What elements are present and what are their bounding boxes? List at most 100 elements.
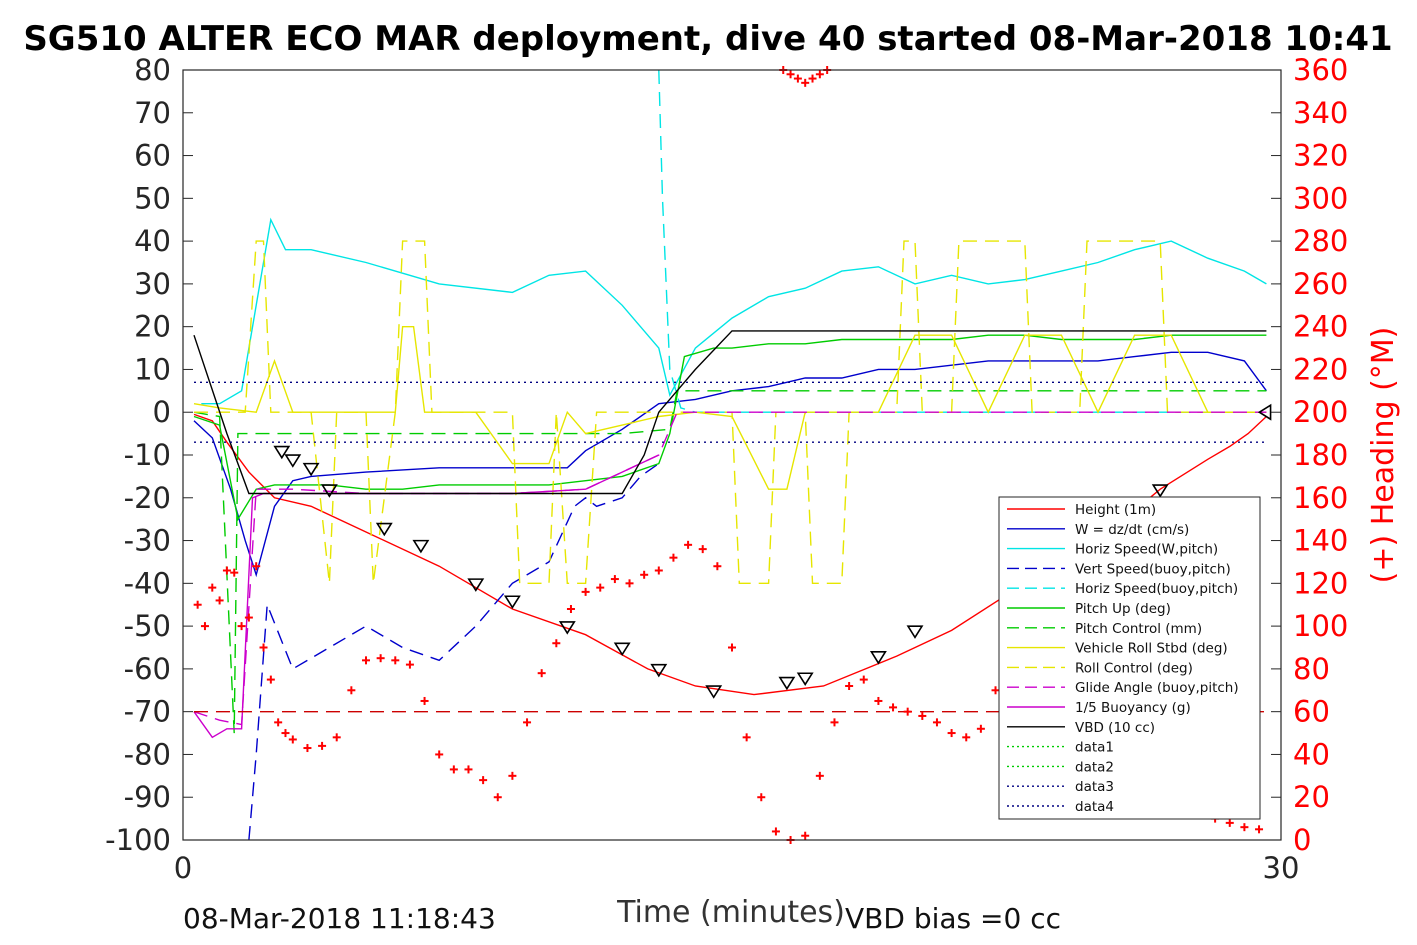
marker-triangle-down — [375, 522, 393, 537]
marker-triangle-down — [613, 642, 631, 657]
footer-start-time: 08-Mar-2018 11:18:43 — [183, 902, 496, 935]
series-line-vbd — [193, 330, 1267, 495]
heading-point — [259, 643, 268, 652]
heading-point — [523, 718, 532, 727]
heading-point — [801, 78, 810, 87]
heading-point — [1225, 818, 1234, 827]
legend-label: 1/5 Buoyancy (g) — [1075, 700, 1191, 716]
legend-entry: Pitch Up (deg) — [1007, 601, 1171, 617]
heading-point — [815, 771, 824, 780]
heading-point — [889, 703, 898, 712]
marker-triangle-down — [650, 663, 668, 678]
heading-point — [932, 718, 941, 727]
legend-entry: Glide Angle (buoy,pitch) — [1007, 680, 1239, 696]
y2-tick-label: 0 — [1293, 823, 1311, 857]
y2-tick-label: 360 — [1293, 53, 1348, 87]
heading-point — [215, 596, 224, 605]
heading-point — [281, 729, 290, 738]
heading-point — [193, 600, 202, 609]
heading-point — [479, 776, 488, 785]
legend-label: data1 — [1075, 740, 1114, 756]
legend-entry: 1/5 Buoyancy (g) — [1007, 700, 1191, 716]
heading-point — [449, 765, 458, 774]
legend-label: W = dz/dt (cm/s) — [1075, 522, 1189, 538]
heading-point — [552, 639, 561, 648]
y-tick-label: 0 — [153, 395, 171, 429]
y-tick-label: 40 — [134, 224, 171, 258]
heading-point — [786, 70, 795, 79]
heading-point — [845, 682, 854, 690]
y-tick-label: 80 — [134, 53, 171, 87]
heading-point — [684, 540, 693, 549]
y-tick-label: -30 — [124, 524, 171, 558]
legend-entry: data1 — [1007, 740, 1114, 756]
marker-triangle-down — [796, 672, 814, 686]
heading-point — [566, 605, 575, 613]
legend-entry: VBD (10 cc) — [1007, 720, 1155, 736]
legend-label: Vert Speed(buoy,pitch) — [1075, 561, 1231, 577]
marker-triangle-down — [1151, 484, 1169, 498]
y2-tick-label: 200 — [1293, 395, 1348, 429]
legend-entry: W = dz/dt (cm/s) — [1007, 522, 1189, 538]
y2-tick-label: 240 — [1293, 310, 1348, 344]
chart-title: SG510 ALTER ECO MAR deployment, dive 40 … — [23, 19, 1392, 59]
x-tick-label: 0 — [174, 851, 192, 885]
y-tick-label: 70 — [134, 96, 171, 130]
y-tick-label: 50 — [134, 181, 171, 215]
y2-tick-label: 160 — [1293, 481, 1348, 515]
heading-point — [757, 793, 766, 802]
legend-entry: Vehicle Roll Stbd (deg) — [1007, 641, 1228, 657]
marker-triangle-down — [273, 445, 291, 460]
marker-triangle-down — [705, 685, 723, 699]
heading-point — [537, 669, 546, 678]
footer-vbd-bias: VBD bias =0 cc — [845, 902, 1061, 935]
y2-tick-label: 180 — [1293, 438, 1348, 472]
series-line-vert_buoy — [248, 463, 660, 841]
marker-triangle-down — [906, 625, 924, 639]
y2-tick-label: 20 — [1293, 780, 1330, 814]
heading-point — [252, 562, 261, 571]
y2-tick-label: 340 — [1293, 96, 1348, 130]
heading-point — [244, 613, 253, 622]
heading-point — [222, 566, 231, 575]
heading-point — [801, 831, 810, 840]
marker-triangle-left — [1257, 403, 1272, 421]
heading-point — [610, 575, 619, 584]
y2-tick-label: 260 — [1293, 267, 1348, 301]
heading-point — [859, 675, 868, 684]
legend-entry: Vert Speed(buoy,pitch) — [1007, 561, 1231, 577]
heading-point — [771, 827, 780, 836]
heading-point — [808, 74, 817, 83]
y-tick-label: -50 — [124, 609, 171, 643]
marker-triangle-down — [412, 539, 430, 554]
y2-axis-label: (+) Heading (°M) — [1366, 327, 1401, 584]
y-tick-label: 30 — [134, 267, 171, 301]
legend-entry: data4 — [1007, 799, 1114, 815]
heading-point — [713, 562, 722, 571]
heading-point — [976, 724, 985, 733]
y2-tick-label: 300 — [1293, 181, 1348, 215]
legend-label: data3 — [1075, 779, 1114, 795]
heading-point — [347, 686, 356, 695]
marker-triangle-down — [503, 595, 521, 609]
heading-point — [435, 750, 444, 759]
legend-label: Glide Angle (buoy,pitch) — [1075, 680, 1239, 696]
heading-point — [1255, 825, 1264, 834]
heading-point — [625, 579, 634, 588]
axes: 80706050403020100-10-20-30-40-50-60-70-8… — [105, 53, 1348, 885]
heading-point — [654, 566, 663, 575]
legend-label: Roll Control (deg) — [1075, 660, 1193, 676]
legend-box — [998, 496, 1261, 820]
y-tick-label: -10 — [124, 438, 171, 472]
legend-label: Pitch Up (deg) — [1075, 601, 1171, 617]
legend-label: data2 — [1075, 759, 1114, 775]
y-tick-label: -90 — [124, 780, 171, 814]
legend-entry: data3 — [1007, 779, 1114, 795]
heading-point — [669, 553, 678, 562]
heading-point — [266, 675, 275, 684]
marker-triangle-down — [302, 462, 320, 477]
heading-point — [274, 718, 283, 727]
heading-point — [376, 654, 385, 663]
y-tick-label: 20 — [134, 310, 171, 344]
